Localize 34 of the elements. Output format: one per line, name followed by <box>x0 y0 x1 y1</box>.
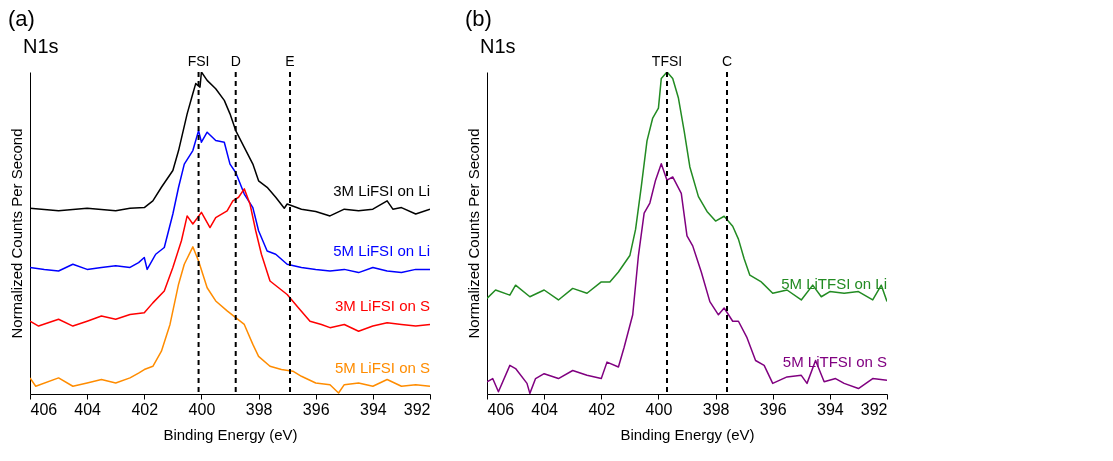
x-tick-label: 406 <box>487 400 515 418</box>
ref-line-label: C <box>721 53 733 69</box>
x-tick-label: 398 <box>245 400 273 418</box>
x-tick-label: 396 <box>759 400 787 418</box>
x-tick-label: 400 <box>645 400 673 418</box>
x-tick-label: 392 <box>403 400 431 418</box>
ref-line-label: TFSI <box>651 53 683 69</box>
x-tick-label: 392 <box>860 400 888 418</box>
x-tick-label: 396 <box>302 400 330 418</box>
x-tick-label: 404 <box>74 400 102 418</box>
series-label: 5M LiFSI on Li <box>333 242 430 260</box>
chart-title: N1s <box>23 35 59 57</box>
x-tick-label: 398 <box>702 400 730 418</box>
x-tick-label: 406 <box>30 400 58 418</box>
x-axis-title: Binding Energy (eV) <box>620 425 755 443</box>
series-label: 3M LiFSI on S <box>334 297 430 315</box>
x-tick-label: 404 <box>531 400 559 418</box>
ref-line-label: D <box>230 53 241 69</box>
x-tick-label: 400 <box>188 400 216 418</box>
series-label: 5M LiTFSI on S <box>782 353 887 371</box>
series-label: 3M LiFSI on Li <box>333 182 430 200</box>
ref-line-label: E <box>285 53 295 69</box>
x-tick-label: 402 <box>131 400 159 418</box>
ref-line-label: FSI <box>187 53 210 69</box>
x-tick-label: 402 <box>588 400 616 418</box>
x-axis-title: Binding Energy (eV) <box>163 425 298 443</box>
chart-title: N1s <box>480 35 516 57</box>
x-tick-label: 394 <box>817 400 844 418</box>
y-axis-title: Normalized Counts Per Second <box>7 128 25 339</box>
text: (b) <box>465 6 492 32</box>
text: (a) <box>8 6 35 32</box>
series-label: 5M LiFSI on S <box>334 359 430 377</box>
x-tick-label: 394 <box>360 400 387 418</box>
y-axis-title: Normalized Counts Per Second <box>464 128 482 339</box>
